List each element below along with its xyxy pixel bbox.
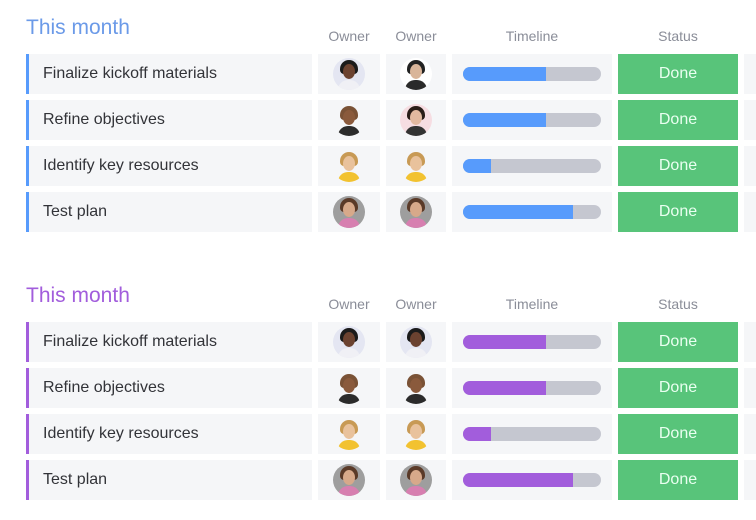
item-name[interactable]: Test plan [26,192,312,232]
column-header-status[interactable]: Status [658,28,698,44]
owner-cell[interactable] [318,460,380,500]
item-name[interactable]: Finalize kickoff materials [26,322,312,362]
owner-cell[interactable] [386,146,446,186]
owner-cell[interactable] [386,414,446,454]
owner-cell[interactable] [386,192,446,232]
table-row: Finalize kickoff materials Done [0,54,756,94]
timeline-bar [463,427,601,441]
avatar-man-bald [333,104,365,136]
group-title[interactable]: This month [26,284,130,307]
extra-column-cell [744,414,756,454]
timeline-bar [463,67,601,81]
owner-cell[interactable] [386,54,446,94]
status-badge[interactable]: Done [618,460,738,500]
avatar-man-beard [400,464,432,496]
item-name[interactable]: Refine objectives [26,368,312,408]
avatar-woman-dark-hair [333,58,365,90]
timeline-progress [463,335,546,349]
table-row: Finalize kickoff materials Done [0,322,756,362]
extra-column-cell [744,460,756,500]
extra-column-cell [744,100,756,140]
status-badge[interactable]: Done [618,414,738,454]
timeline-progress [463,381,546,395]
status-badge[interactable]: Done [618,192,738,232]
owner-cell[interactable] [386,322,446,362]
status-badge[interactable]: Done [618,54,738,94]
item-name[interactable]: Test plan [26,460,312,500]
item-name[interactable]: Identify key resources [26,146,312,186]
timeline-cell[interactable] [452,460,612,500]
avatar-woman-blonde [333,150,365,182]
extra-column-cell [744,322,756,362]
status-badge[interactable]: Done [618,322,738,362]
column-header-timeline[interactable]: Timeline [505,28,559,44]
column-header-status[interactable]: Status [658,296,698,312]
extra-column-cell [744,192,756,232]
status-badge[interactable]: Done [618,100,738,140]
owner-cell[interactable] [318,54,380,94]
timeline-progress [463,427,491,441]
table-row: Test plan Done [0,192,756,232]
timeline-cell[interactable] [452,322,612,362]
extra-column-cell [744,54,756,94]
avatar-woman-dark-hair [400,326,432,358]
timeline-bar [463,205,601,219]
owner-cell[interactable] [386,100,446,140]
timeline-progress [463,67,546,81]
status-badge[interactable]: Done [618,368,738,408]
avatar-man-beard [333,196,365,228]
table-row: Identify key resources Done [0,146,756,186]
owner-cell[interactable] [318,192,380,232]
avatar-man-sunglasses [400,58,432,90]
column-header-owner2[interactable]: Owner [395,296,437,312]
owner-cell[interactable] [318,146,380,186]
table-row: Test plan Done [0,460,756,500]
avatar-woman-blonde [400,150,432,182]
avatar-man-beard [333,464,365,496]
group-title[interactable]: This month [26,16,130,39]
timeline-cell[interactable] [452,54,612,94]
item-name[interactable]: Finalize kickoff materials [26,54,312,94]
column-header-timeline[interactable]: Timeline [505,296,559,312]
avatar-woman-dark-hair [333,326,365,358]
item-name[interactable]: Identify key resources [26,414,312,454]
timeline-cell[interactable] [452,100,612,140]
avatar-man-bald [400,372,432,404]
timeline-bar [463,335,601,349]
timeline-cell[interactable] [452,368,612,408]
avatar-woman-dark-long-hair [400,104,432,136]
timeline-bar [463,159,601,173]
table-row: Refine objectives Done [0,100,756,140]
column-header-owner2[interactable]: Owner [395,28,437,44]
avatar-man-beard [400,196,432,228]
timeline-bar [463,381,601,395]
table-row: Refine objectives Done [0,368,756,408]
extra-column-cell [744,146,756,186]
timeline-bar [463,113,601,127]
timeline-progress [463,205,574,219]
owner-cell[interactable] [386,460,446,500]
extra-column-cell [744,368,756,408]
owner-cell[interactable] [318,322,380,362]
timeline-cell[interactable] [452,192,612,232]
owner-cell[interactable] [318,414,380,454]
owner-cell[interactable] [318,100,380,140]
timeline-cell[interactable] [452,146,612,186]
avatar-man-bald [333,372,365,404]
table-row: Identify key resources Done [0,414,756,454]
column-header-owner1[interactable]: Owner [328,28,370,44]
status-badge[interactable]: Done [618,146,738,186]
item-name[interactable]: Refine objectives [26,100,312,140]
timeline-bar [463,473,601,487]
owner-cell[interactable] [318,368,380,408]
column-header-owner1[interactable]: Owner [328,296,370,312]
timeline-progress [463,159,491,173]
timeline-progress [463,473,574,487]
timeline-cell[interactable] [452,414,612,454]
owner-cell[interactable] [386,368,446,408]
avatar-woman-blonde [400,418,432,450]
avatar-woman-blonde [333,418,365,450]
timeline-progress [463,113,546,127]
